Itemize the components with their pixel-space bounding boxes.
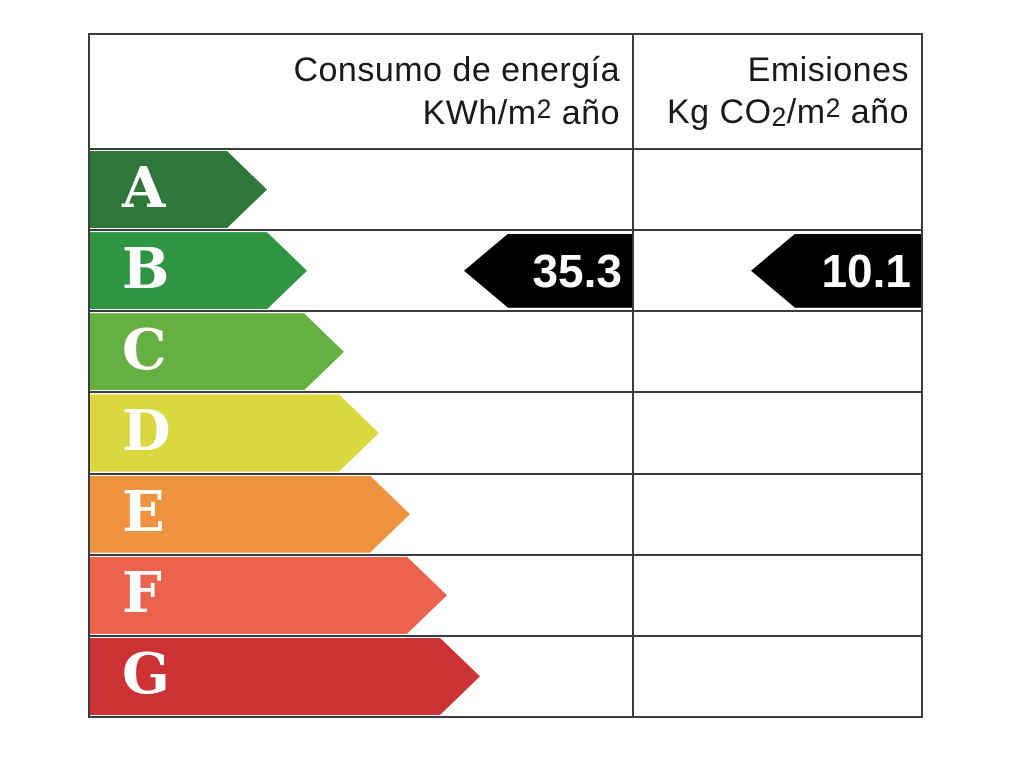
header-emisiones: Emisiones Kg CO2/m2 año [632,35,921,148]
header-consumo-line1: Consumo de energía [293,51,620,89]
rating-letter: G [122,641,170,708]
subscript-2: 2 [771,102,787,133]
energy-rating-grid: Consumo de energía KWh/m2 año Emisiones … [90,35,921,716]
value-cell-c-emisiones [632,310,921,392]
rating-arrow-e: E [90,476,410,553]
rating-arrow-d: D [90,394,379,471]
rating-row-d: D [90,391,632,472]
emisiones-value: 10.1 [821,244,911,297]
value-cell-d-emisiones [632,391,921,473]
superscript-2: 2 [536,93,552,124]
energy-rating-label: Consumo de energía KWh/m2 año Emisiones … [88,33,923,718]
rating-arrow-f: F [90,557,447,634]
rating-letter: C [122,316,167,383]
value-cell-f-emisiones [632,553,921,635]
header-emisiones-line2: Kg CO2/m2 año [666,93,909,133]
rating-arrow-c: C [90,313,344,390]
rating-letter: F [122,560,162,627]
rating-arrow-a: A [90,151,267,228]
rating-arrow-b: B [90,232,307,309]
rating-arrow-g: G [90,638,480,715]
superscript-2: 2 [825,93,841,124]
rating-letter: E [122,479,165,546]
value-cell-g-emisiones [632,634,921,716]
rating-row-f: F [90,553,632,635]
consumo-value: 35.3 [532,244,622,297]
rating-row-e: E [90,472,632,554]
value-cell-a-emisiones [632,148,921,230]
header-consumo-line2: KWh/m2 año [422,93,620,132]
rating-letter: D [122,397,171,464]
consumo-value-arrow: 35.3 [464,233,632,308]
rating-row-c: C [90,310,632,391]
emisiones-value-arrow: 10.1 [751,233,921,308]
header-consumo: Consumo de energía KWh/m2 año [90,35,632,148]
value-cell-b-emisiones: 10.1 [632,229,921,311]
rating-letter: B [122,235,170,302]
value-cell-e-emisiones [632,472,921,554]
header-emisiones-line1: Emisiones [747,50,909,89]
rating-row-g: G [90,634,632,716]
rating-row-b: B 35.3 [90,229,632,310]
rating-row-a: A [90,148,632,229]
rating-letter: A [122,154,166,221]
